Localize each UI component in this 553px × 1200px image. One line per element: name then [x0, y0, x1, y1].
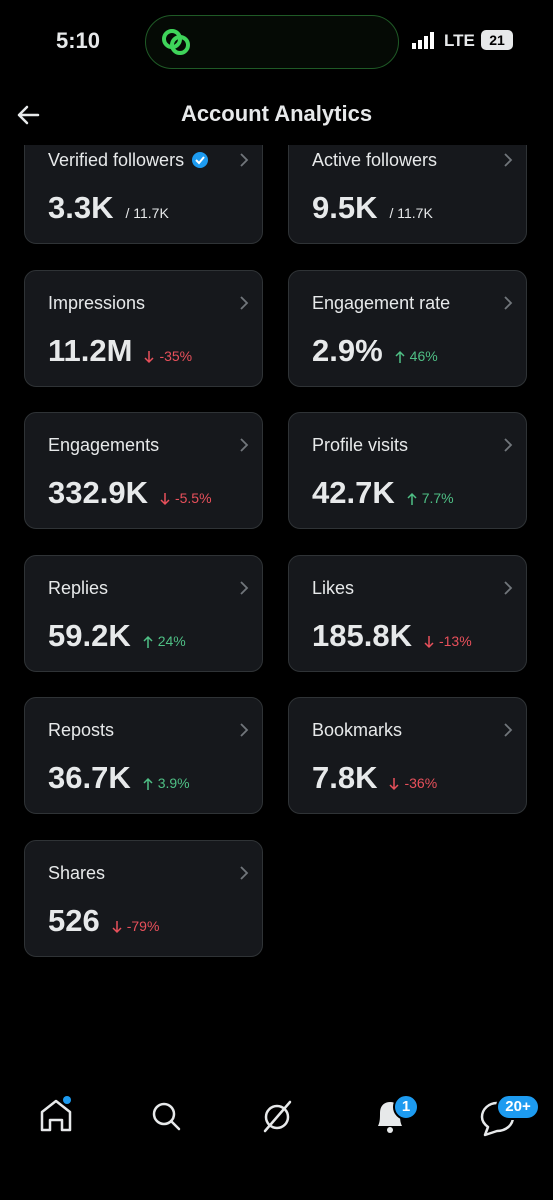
metric-label: Reposts [48, 720, 115, 740]
metric-change: -35% [159, 347, 193, 364]
trend-down-arrow [112, 920, 122, 933]
verified-badge [192, 152, 209, 168]
app-icon [162, 29, 190, 55]
metric-change: -5.5% [174, 490, 212, 506]
grok-tab[interactable] [263, 1100, 292, 1133]
dynamic-island [145, 15, 399, 69]
bottom-nav [40, 1096, 515, 1137]
chevron [504, 723, 513, 737]
chevron [240, 295, 249, 310]
back-button[interactable] [14, 101, 42, 129]
chevron [504, 580, 513, 595]
notifications-badge: 1 [393, 1094, 419, 1120]
metric-change: 24% [157, 632, 186, 649]
metric-card[interactable]: Profile visits 42.7K 7.7% [288, 412, 527, 529]
chevron [240, 865, 249, 880]
metric-card[interactable]: Replies 59.2K 24% [24, 554, 263, 672]
metric-total: / 11.7K [125, 205, 169, 221]
metric-value: 11.2M [48, 332, 133, 368]
trend-up-arrow [143, 777, 153, 790]
chevron [504, 438, 513, 452]
metric-change: -79% [126, 917, 160, 934]
trend-down-arrow [389, 778, 399, 791]
metric-label: Engagement rate [312, 292, 451, 313]
metric-change: 3.9% [157, 775, 190, 791]
trend-up-arrow [143, 635, 153, 648]
metric-value: 332.9K [48, 475, 148, 510]
metric-value: 9.5K [312, 190, 378, 225]
network-type: LTE [444, 31, 475, 50]
metric-total: / 11.7K [389, 205, 433, 221]
chevron [240, 580, 249, 595]
metric-card[interactable]: Impressions 11.2M -35% [24, 269, 263, 387]
chevron [504, 153, 513, 167]
chevron [240, 723, 249, 737]
metric-value: 59.2K [48, 617, 131, 653]
metric-change: -13% [438, 632, 472, 649]
status-time: 5:10 [56, 28, 101, 53]
metric-label: Shares [48, 862, 106, 883]
metric-label: Verified followers [48, 150, 185, 170]
metric-card[interactable]: Likes 185.8K -13% [288, 554, 527, 672]
metric-card[interactable]: Shares 526 -79% [24, 839, 263, 957]
home-tab[interactable] [40, 1099, 72, 1132]
metric-change: -36% [404, 775, 438, 791]
metric-value: 42.7K [312, 475, 395, 510]
metric-change: 7.7% [421, 490, 454, 506]
metric-value: 36.7K [48, 760, 131, 795]
trend-down-arrow [144, 350, 154, 363]
metric-value: 526 [48, 902, 100, 938]
search-tab[interactable] [152, 1102, 181, 1131]
trend-down-arrow [160, 493, 170, 506]
trend-up-arrow [407, 492, 417, 505]
metric-change: 46% [409, 347, 438, 364]
chevron [504, 295, 513, 310]
signal-icon [412, 32, 434, 49]
chevron [240, 438, 249, 452]
card-list: Verified followers 3.3K/ 11.7K Active foll… [0, 145, 553, 1075]
metric-label: Profile visits [312, 435, 409, 455]
metric-card[interactable]: Engagements 332.9K -5.5% [24, 412, 263, 529]
metric-value: 185.8K [312, 617, 412, 653]
metric-label: Bookmarks [312, 720, 403, 740]
trend-up-arrow [395, 350, 405, 363]
metric-label: Replies [48, 577, 109, 598]
metric-card[interactable]: Bookmarks 7.8K -36% [288, 697, 527, 814]
metric-label: Likes [312, 577, 355, 598]
metric-label: Impressions [48, 292, 146, 313]
metric-label: Active followers [312, 150, 438, 170]
header-title: Account Analytics [180, 101, 373, 126]
metric-card[interactable]: Engagement rate 2.9% 46% [288, 269, 527, 387]
home-dot [63, 1096, 71, 1104]
metric-card[interactable]: Verified followers 3.3K / 11.7K [24, 145, 263, 244]
trend-down-arrow [424, 635, 434, 648]
metric-card[interactable]: Reposts 36.7K 3.9% [24, 697, 263, 814]
metric-value: 2.9% [312, 332, 383, 368]
messages-badge: 20+ [496, 1094, 540, 1120]
metric-value: 7.8K [312, 760, 378, 795]
metric-card[interactable]: Active followers 9.5K / 11.7K [288, 145, 527, 244]
chevron [240, 153, 249, 167]
metric-value: 3.3K [48, 190, 114, 225]
battery: 21 [481, 30, 513, 50]
metric-label: Engagements [48, 435, 160, 455]
